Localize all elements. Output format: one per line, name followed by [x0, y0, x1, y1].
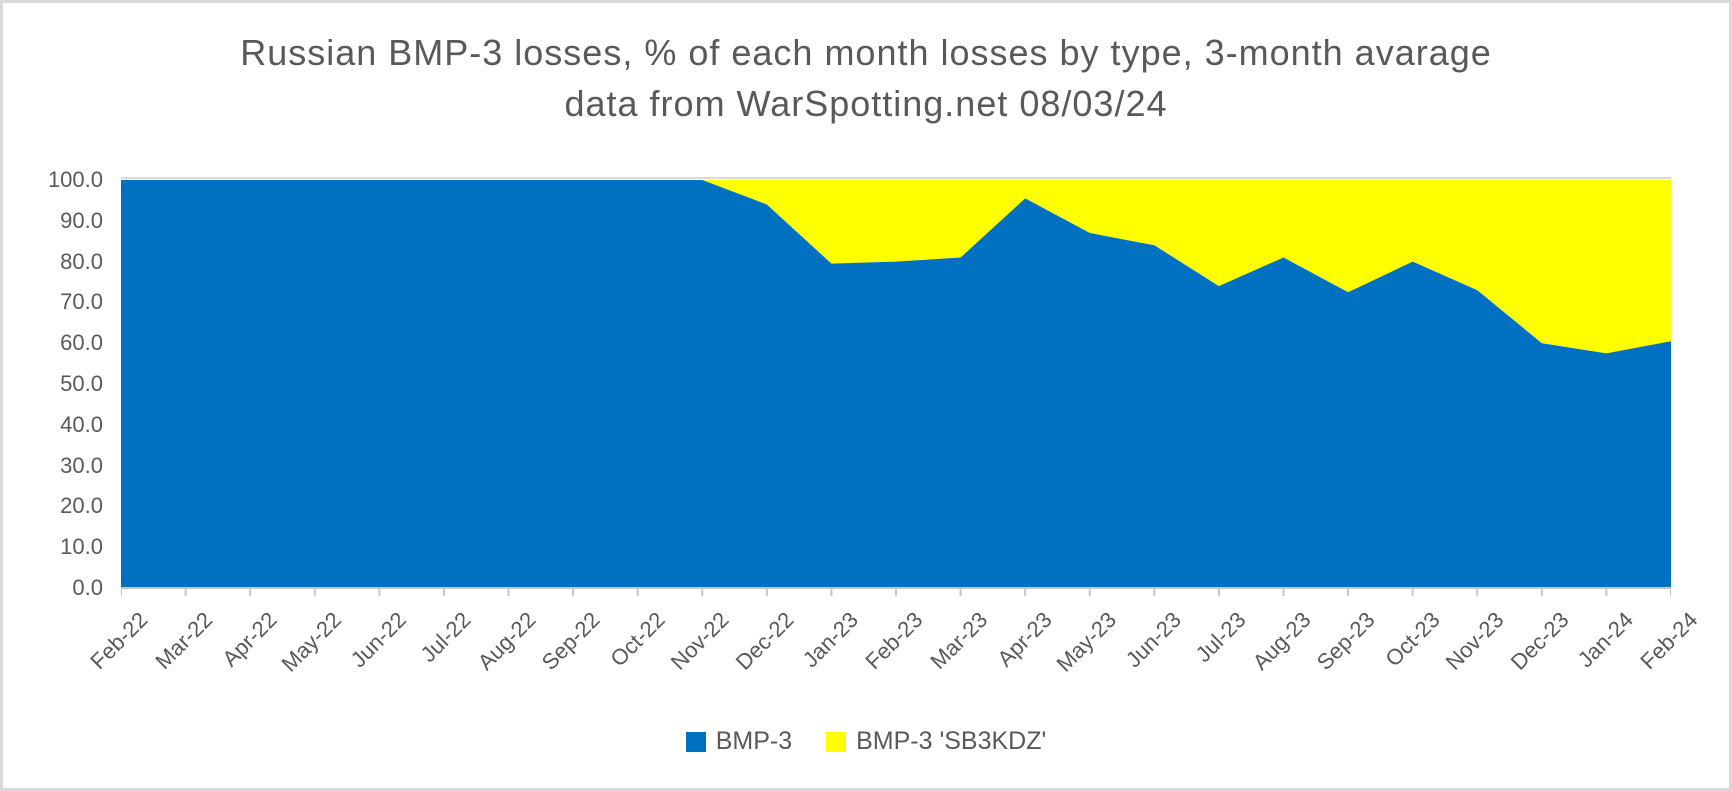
y-axis-label: 20.0	[60, 493, 103, 519]
y-axis-label: 100.0	[47, 167, 103, 192]
y-axis-label: 40.0	[60, 411, 103, 437]
x-axis-label: Nov-23	[1441, 607, 1509, 675]
x-axis-label: Jan-24	[1572, 607, 1639, 673]
x-axis-label: Sep-23	[1311, 607, 1380, 675]
x-axis-label: Mar-22	[150, 607, 218, 674]
x-axis-label: May-23	[1051, 607, 1122, 677]
x-axis-label: Jun-22	[345, 607, 412, 673]
x-axis-label: Jul-23	[1190, 607, 1251, 668]
x-axis-label: Jun-23	[1120, 607, 1187, 673]
x-axis-label: May-22	[276, 607, 347, 677]
x-axis-label: Apr-23	[992, 607, 1057, 672]
x-axis-label: Feb-22	[85, 607, 153, 674]
y-axis-label: 30.0	[60, 452, 103, 478]
x-axis-label: Aug-22	[472, 607, 541, 675]
y-axis-label: 90.0	[60, 207, 103, 233]
y-axis-label: 80.0	[60, 248, 103, 274]
y-axis-label: 10.0	[60, 534, 103, 560]
chart-title-line2: data from WarSpotting.net 08/03/24	[564, 83, 1168, 124]
x-axis-label: Aug-23	[1247, 607, 1316, 675]
x-axis-label: Apr-22	[217, 607, 282, 672]
area-series-sb3kdz	[121, 180, 1671, 354]
legend-label: BMP-3 'SB3KDZ'	[856, 727, 1047, 755]
legend-item-bmp3: BMP-3	[685, 727, 793, 756]
y-axis-label: 60.0	[60, 330, 103, 356]
legend-item-sb3kdz: BMP-3 'SB3KDZ'	[826, 727, 1046, 756]
x-axis-label: Sep-22	[536, 607, 605, 675]
x-axis: Feb-22 Mar-22 Apr-22 May-22 Jun-22 Jul-22 Aug-…	[3, 3, 1729, 788]
legend-swatch-sb3kdz	[826, 731, 847, 752]
chart-title: Russian BMP-3 losses, % of each month lo…	[3, 27, 1729, 129]
x-axis-label: Oct-22	[604, 607, 670, 672]
chart-legend: BMP-3 BMP-3 'SB3KDZ'	[3, 727, 1729, 756]
area-series-bmp3	[121, 180, 1671, 588]
x-axis-label: Dec-22	[730, 607, 799, 675]
legend-label: BMP-3	[715, 727, 793, 755]
x-axis-label: Nov-22	[666, 607, 734, 675]
chart-title-line1: Russian BMP-3 losses, % of each month lo…	[240, 32, 1492, 73]
x-axis-label: Dec-23	[1505, 607, 1574, 675]
y-axis: 0.0 10.0 20.0 30.0 40.0 50.0 60.0 70.0 80.0 90.0 1…	[3, 3, 109, 788]
y-axis-label: 0.0	[72, 575, 103, 600]
y-axis-label: 50.0	[60, 371, 103, 396]
x-axis-label: Jul-22	[415, 607, 476, 668]
y-axis-label: 70.0	[60, 289, 103, 315]
x-axis-label: Jan-23	[797, 607, 864, 673]
x-axis-label: Feb-23	[860, 607, 928, 674]
x-axis-label: Mar-23	[925, 607, 993, 674]
stacked-area-plot	[121, 177, 1671, 596]
x-axis-label: Feb-24	[1635, 607, 1703, 674]
legend-swatch-bmp3	[685, 731, 706, 752]
x-axis-label: Oct-23	[1379, 607, 1445, 672]
